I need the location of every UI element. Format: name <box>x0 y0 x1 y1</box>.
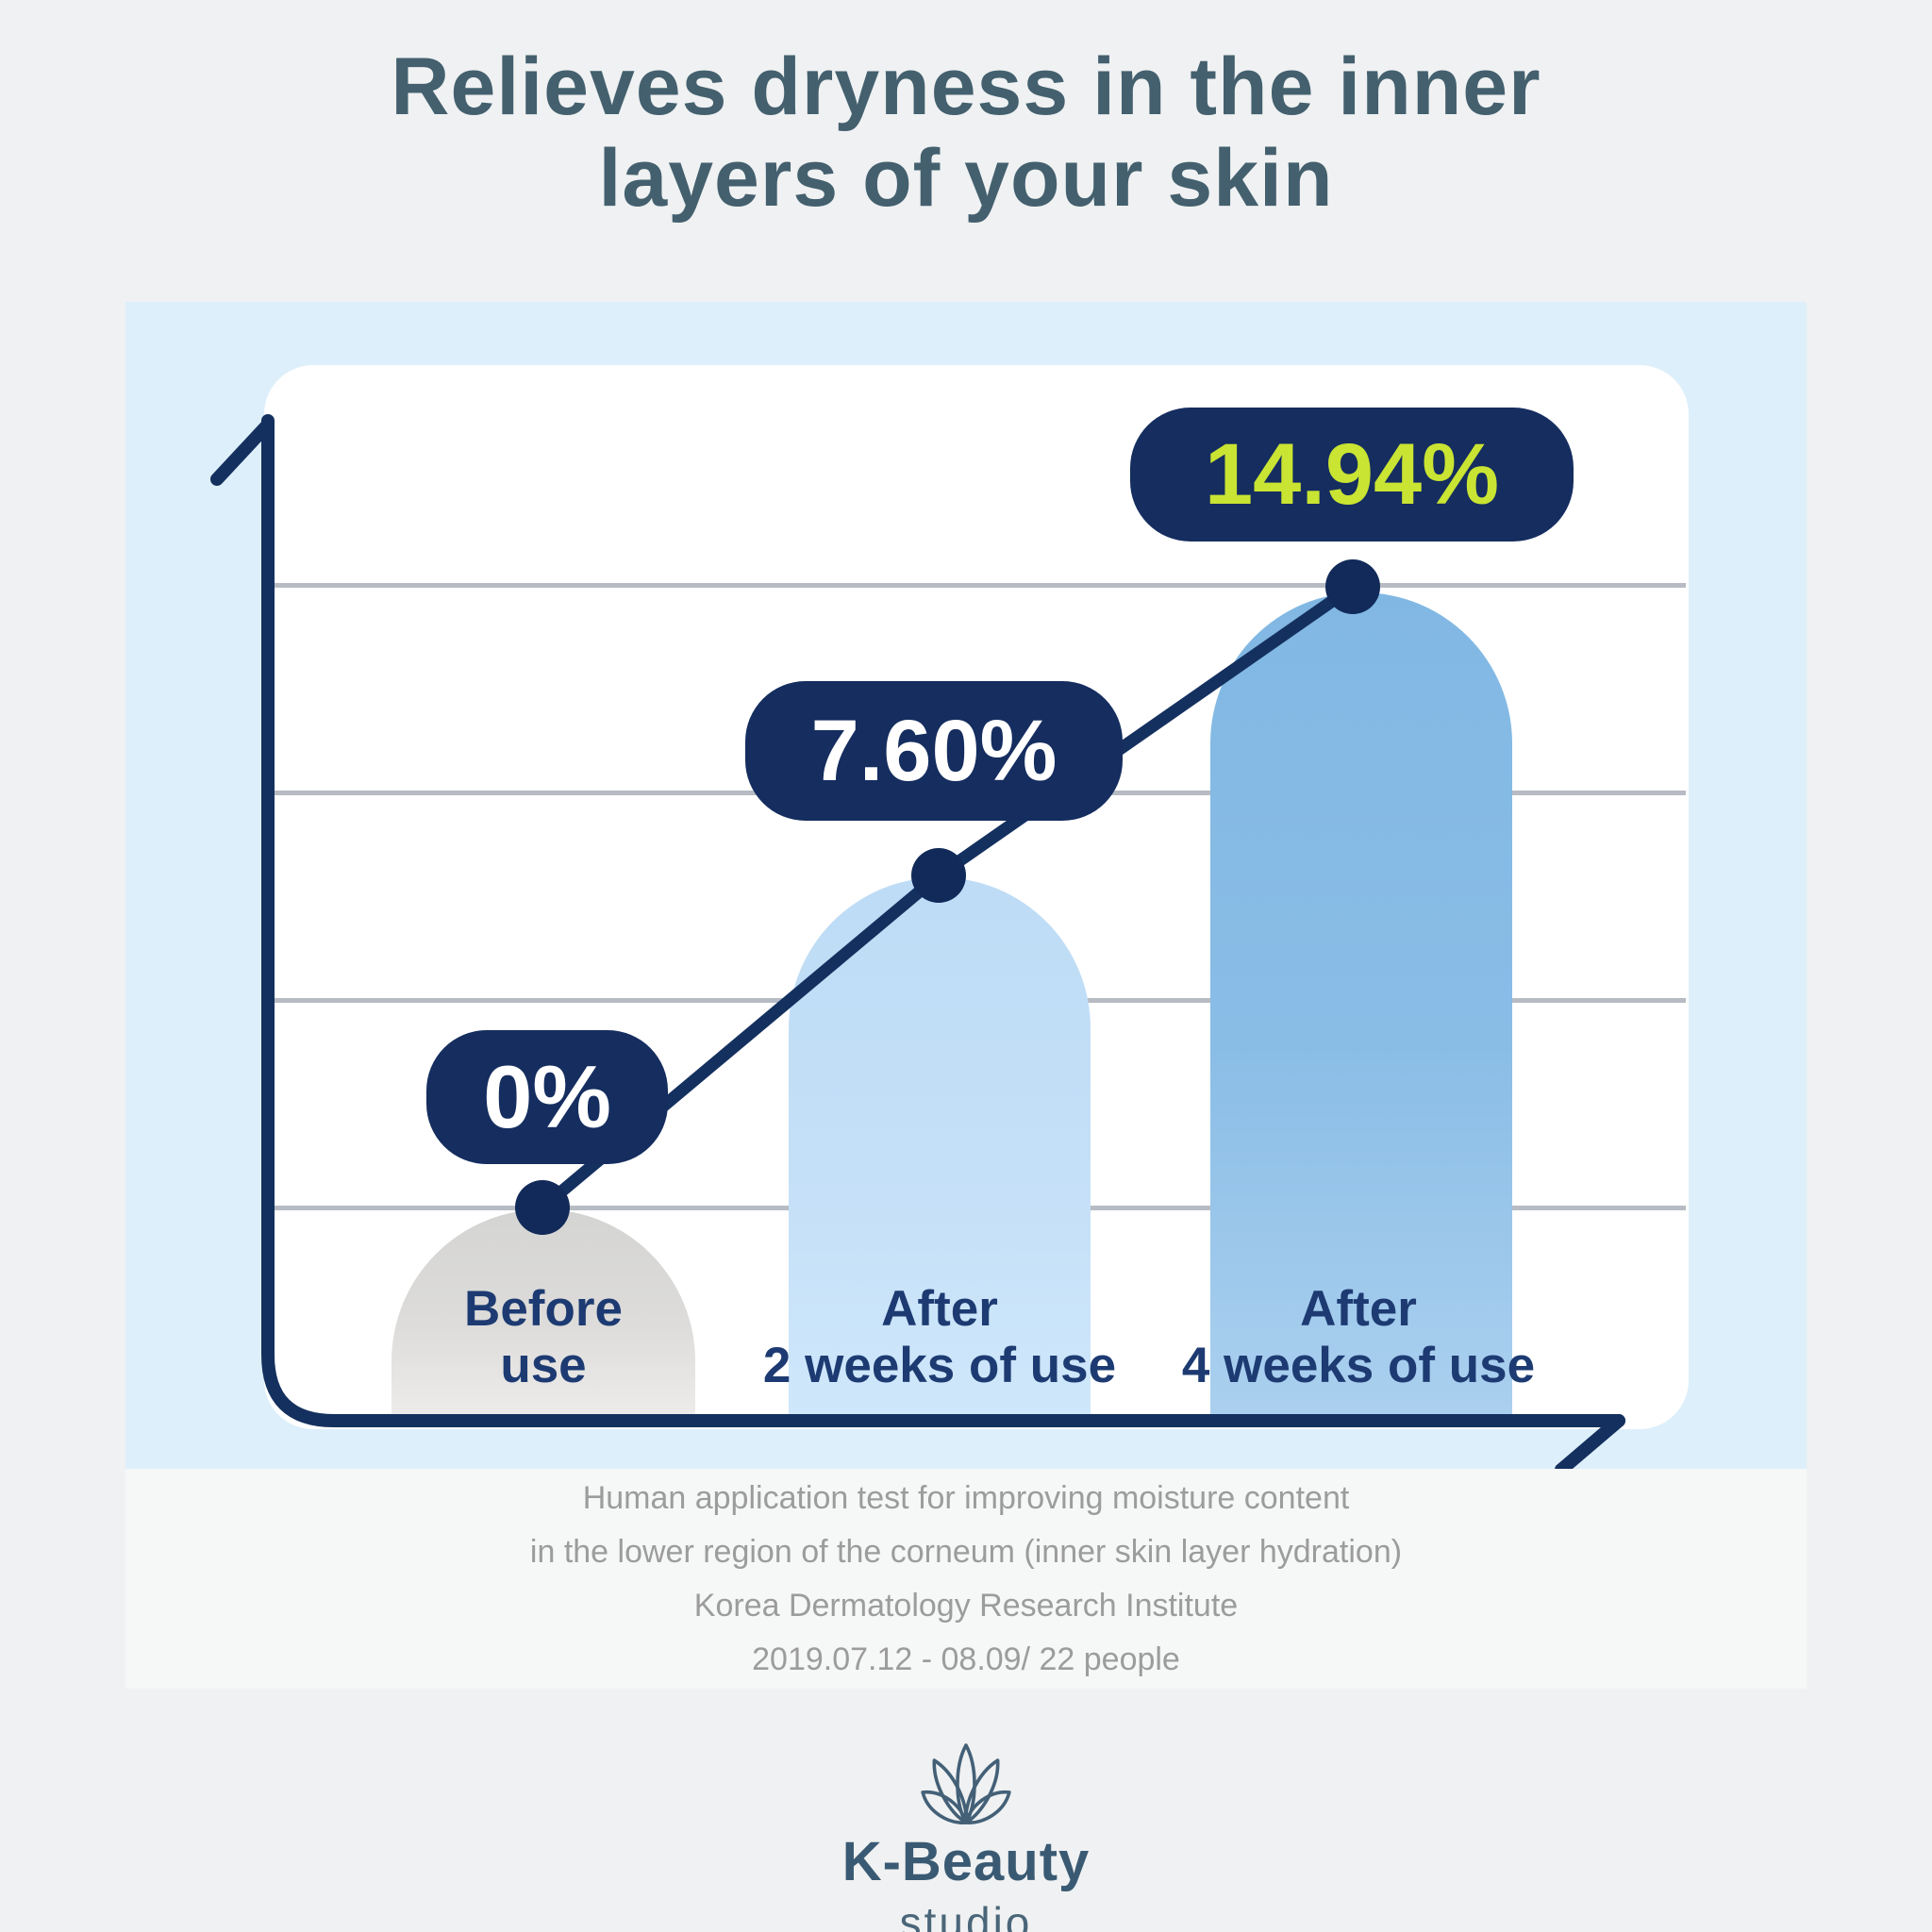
category-line: 2 weeks of use <box>762 1338 1117 1393</box>
x-axis-arrowhead <box>1555 1414 1625 1469</box>
brand-subtitle: studio <box>899 1898 1033 1932</box>
page-title-line2: layers of your skin <box>598 133 1334 224</box>
gridline-15pct <box>273 583 1686 588</box>
data-point-before-use <box>515 1180 570 1235</box>
page-title-line1: Relieves dryness in the inner <box>391 42 1541 132</box>
axis-and-trend-line <box>210 414 1625 1469</box>
footnote-panel: Human application test for improving moi… <box>125 1469 1807 1689</box>
bar-after-2-weeks <box>789 877 1091 1418</box>
value-text-after-2-weeks: 7.60% <box>810 702 1058 799</box>
value-label-before-use: 0% <box>426 1030 668 1164</box>
value-text-after-4-weeks: 14.94% <box>1204 425 1500 523</box>
category-label-after-2-weeks: After 2 weeks of use <box>694 1281 1185 1394</box>
footnote-line-1: Human application test for improving moi… <box>582 1479 1350 1516</box>
category-line: use <box>500 1338 587 1393</box>
category-line: After <box>881 1281 998 1337</box>
value-label-after-4-weeks: 14.94% <box>1130 408 1574 541</box>
category-label-before-use: Before use <box>298 1281 789 1394</box>
value-text-before-use: 0% <box>483 1047 611 1146</box>
brand-logo: K-Beauty studio <box>0 1728 1932 1932</box>
category-line: After <box>1300 1281 1417 1337</box>
brand-name: K-Beauty <box>841 1831 1091 1892</box>
category-label-after-4-weeks: After 4 weeks of use <box>1113 1281 1604 1394</box>
footnote-line-2: in the lower region of the corneum (inne… <box>529 1533 1403 1570</box>
axes <box>261 414 1625 1427</box>
bar-after-4-weeks <box>1210 592 1512 1418</box>
lotus-icon <box>921 1743 1011 1824</box>
data-point-after-2-weeks <box>911 848 966 903</box>
footnote-line-4: 2019.07.12 - 08.09/ 22 people <box>752 1641 1180 1677</box>
category-line: Before <box>464 1281 623 1337</box>
value-label-after-2-weeks: 7.60% <box>745 681 1123 821</box>
page-title: Relieves dryness in the inner layers of … <box>0 42 1932 225</box>
chart-panel: 0% 7.60% 14.94% Before use After 2 weeks… <box>125 302 1807 1469</box>
footnote-line-3: Korea Dermatology Research Institute <box>693 1587 1239 1624</box>
y-axis-arrowhead <box>210 418 275 486</box>
category-line: 4 weeks of use <box>1181 1338 1536 1393</box>
data-point-after-4-weeks <box>1325 559 1380 614</box>
